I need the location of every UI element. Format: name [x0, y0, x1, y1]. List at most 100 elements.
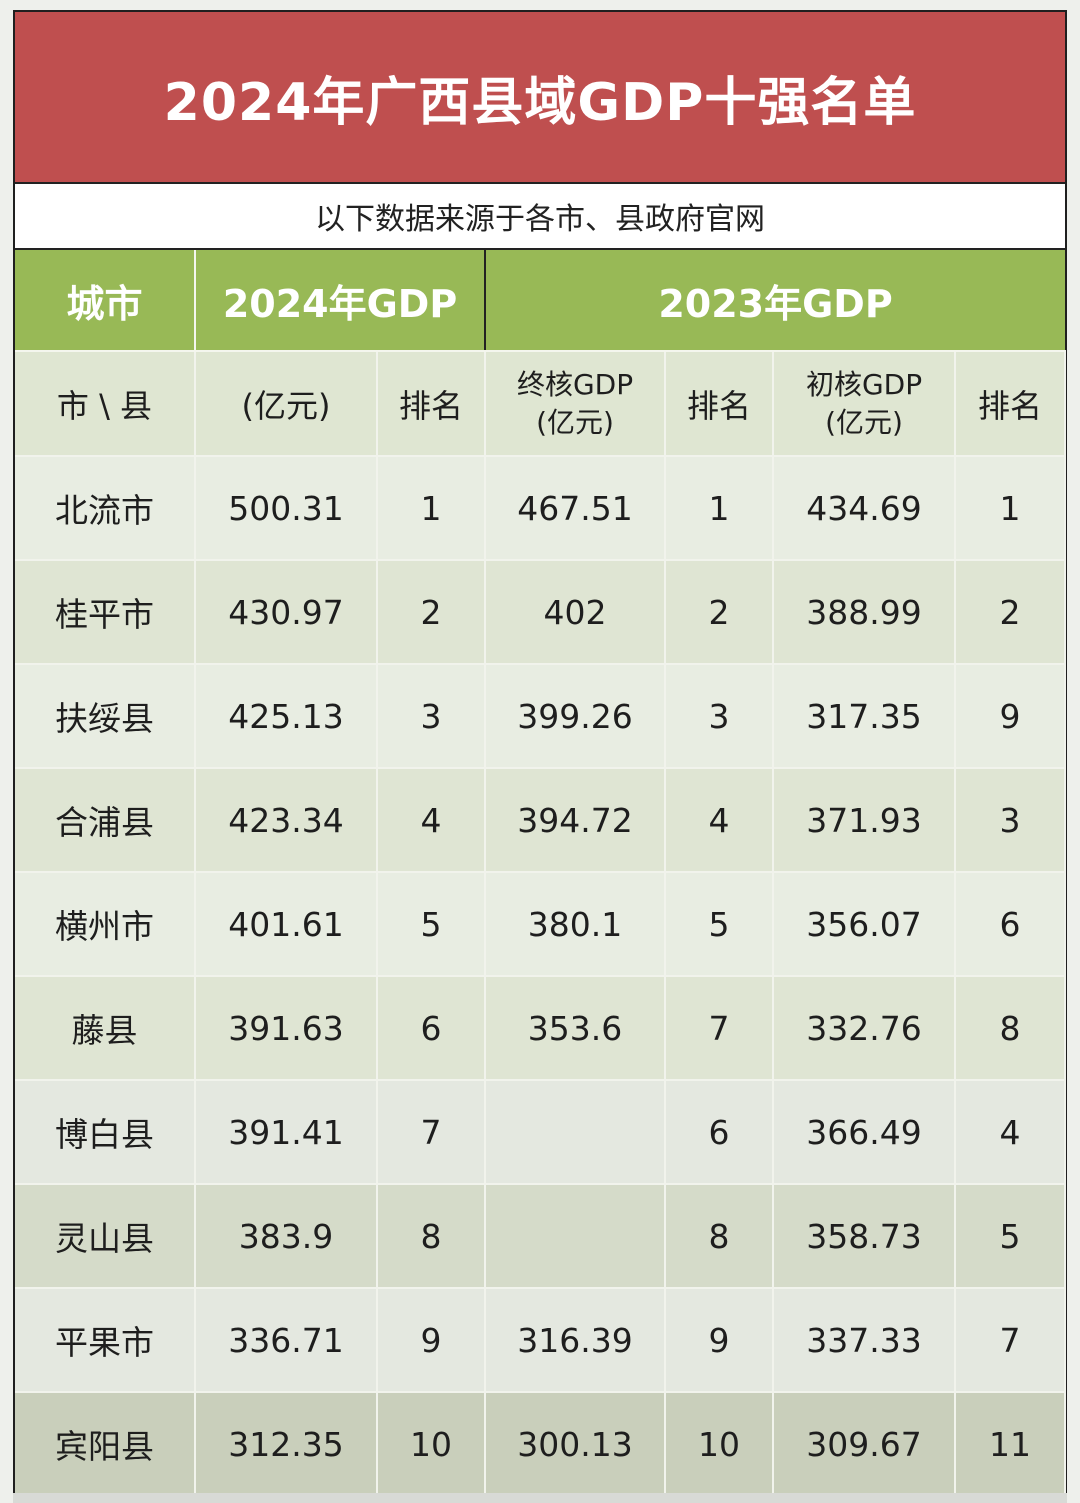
final-rank-cell: 10	[665, 1391, 775, 1497]
group-header-row: 城市 2024年GDP 2023年GDP	[15, 250, 1066, 352]
final-rank-cell: 9	[665, 1287, 775, 1392]
col-header-final-gdp: 终核GDP (亿元)	[484, 351, 667, 456]
gdp-ranking-sheet: 2024年广西县域GDP十强名单 以下数据来源于各市、县政府官网 城市 2024…	[13, 10, 1067, 1497]
table-row: 博白县 391.41 7 6 366.49 4	[15, 1079, 1067, 1184]
prelim2023-cell: 358.73	[772, 1183, 957, 1288]
prelim-rank-cell: 1	[955, 455, 1067, 560]
col-header-city: 市 \ 县	[15, 351, 196, 456]
prelim-rank-cell: 8	[955, 975, 1067, 1080]
final-rank-cell: 7	[665, 975, 775, 1080]
prelim2023-cell: 337.33	[772, 1287, 957, 1392]
prelim-rank-cell: 2	[955, 559, 1067, 664]
bottom-strip	[13, 1493, 1067, 1503]
col-header-prelim-line1: 初核GDP	[805, 367, 923, 401]
prelim-rank-cell: 9	[955, 663, 1067, 768]
prelim2023-cell: 366.49	[772, 1079, 957, 1184]
gdp2024-cell: 500.31	[195, 455, 378, 560]
rank2024-cell: 8	[377, 1183, 487, 1288]
table-row: 藤县 391.63 6 353.6 7 332.76 8	[15, 975, 1067, 1080]
header-2023-group: 2023年GDP	[484, 250, 1066, 352]
final2023-cell: 394.72	[484, 767, 667, 872]
prelim2023-cell: 317.35	[772, 663, 957, 768]
final2023-cell	[484, 1079, 667, 1184]
prelim-rank-cell: 6	[955, 871, 1067, 976]
prelim2023-cell: 388.99	[772, 559, 957, 664]
rank2024-cell: 5	[377, 871, 487, 976]
city-cell: 合浦县	[15, 767, 196, 872]
final-rank-cell: 5	[665, 871, 775, 976]
source-note: 以下数据来源于各市、县政府官网	[315, 202, 765, 237]
col-header-final-line2: (亿元)	[536, 405, 614, 439]
title-bar: 2024年广西县域GDP十强名单	[15, 12, 1065, 184]
gdp2024-cell: 425.13	[195, 663, 378, 768]
col-header-prelim-gdp: 初核GDP (亿元)	[772, 351, 957, 456]
table-row: 北流市 500.31 1 467.51 1 434.69 1	[15, 455, 1067, 560]
final2023-cell: 467.51	[484, 455, 667, 560]
col-header-prelim-line2: (亿元)	[825, 405, 903, 439]
city-cell: 藤县	[15, 975, 196, 1080]
city-cell: 宾阳县	[15, 1391, 196, 1497]
header-city-group: 城市	[15, 250, 196, 352]
final2023-cell: 402	[484, 559, 667, 664]
city-cell: 桂平市	[15, 559, 196, 664]
city-cell: 扶绥县	[15, 663, 196, 768]
table-row: 宾阳县 312.35 10 300.13 10 309.67 11	[15, 1391, 1067, 1497]
prelim2023-cell: 332.76	[772, 975, 957, 1080]
final-rank-cell: 1	[665, 455, 775, 560]
final-rank-cell: 4	[665, 767, 775, 872]
col-header-final-line1: 终核GDP	[516, 367, 634, 401]
final2023-cell: 353.6	[484, 975, 667, 1080]
gdp2024-cell: 383.9	[195, 1183, 378, 1288]
city-cell: 北流市	[15, 455, 196, 560]
rank2024-cell: 9	[377, 1287, 487, 1392]
table-row: 灵山县 383.9 8 8 358.73 5	[15, 1183, 1067, 1288]
col-header-final-rank: 排名	[665, 351, 775, 456]
final2023-cell	[484, 1183, 667, 1288]
prelim-rank-cell: 4	[955, 1079, 1067, 1184]
rank2024-cell: 4	[377, 767, 487, 872]
prelim2023-cell: 356.07	[772, 871, 957, 976]
city-cell: 平果市	[15, 1287, 196, 1392]
gdp2024-cell: 312.35	[195, 1391, 378, 1497]
prelim-rank-cell: 11	[955, 1391, 1067, 1497]
gdp2024-cell: 391.41	[195, 1079, 378, 1184]
city-cell: 灵山县	[15, 1183, 196, 1288]
table-row: 横州市 401.61 5 380.1 5 356.07 6	[15, 871, 1067, 976]
col-header-gdp2024: (亿元)	[195, 351, 378, 456]
rank2024-cell: 3	[377, 663, 487, 768]
gdp2024-cell: 423.34	[195, 767, 378, 872]
col-header-rank2024: 排名	[377, 351, 487, 456]
table-row: 桂平市 430.97 2 402 2 388.99 2	[15, 559, 1067, 664]
column-header-row: 市 \ 县 (亿元) 排名 终核GDP (亿元) 排名 初核GDP (亿元) 排…	[15, 351, 1067, 456]
final-rank-cell: 2	[665, 559, 775, 664]
rank2024-cell: 2	[377, 559, 487, 664]
final-rank-cell: 8	[665, 1183, 775, 1288]
rank2024-cell: 10	[377, 1391, 487, 1497]
col-header-prelim-rank: 排名	[955, 351, 1067, 456]
city-cell: 博白县	[15, 1079, 196, 1184]
final2023-cell: 316.39	[484, 1287, 667, 1392]
prelim-rank-cell: 5	[955, 1183, 1067, 1288]
gdp-table: 城市 2024年GDP 2023年GDP 市 \ 县 (亿元) 排名 终核GDP…	[15, 250, 1067, 1497]
rank2024-cell: 6	[377, 975, 487, 1080]
rank2024-cell: 1	[377, 455, 487, 560]
prelim-rank-cell: 3	[955, 767, 1067, 872]
final2023-cell: 300.13	[484, 1391, 667, 1497]
source-note-bar: 以下数据来源于各市、县政府官网	[15, 184, 1065, 250]
table-row: 合浦县 423.34 4 394.72 4 371.93 3	[15, 767, 1067, 872]
final2023-cell: 380.1	[484, 871, 667, 976]
final-rank-cell: 3	[665, 663, 775, 768]
prelim2023-cell: 434.69	[772, 455, 957, 560]
gdp2024-cell: 336.71	[195, 1287, 378, 1392]
prelim2023-cell: 309.67	[772, 1391, 957, 1497]
table-row: 扶绥县 425.13 3 399.26 3 317.35 9	[15, 663, 1067, 768]
gdp2024-cell: 401.61	[195, 871, 378, 976]
header-2024-group: 2024年GDP	[195, 250, 486, 352]
prelim-rank-cell: 7	[955, 1287, 1067, 1392]
city-cell: 横州市	[15, 871, 196, 976]
prelim2023-cell: 371.93	[772, 767, 957, 872]
rank2024-cell: 7	[377, 1079, 487, 1184]
gdp2024-cell: 391.63	[195, 975, 378, 1080]
final2023-cell: 399.26	[484, 663, 667, 768]
table-row: 平果市 336.71 9 316.39 9 337.33 7	[15, 1287, 1067, 1392]
